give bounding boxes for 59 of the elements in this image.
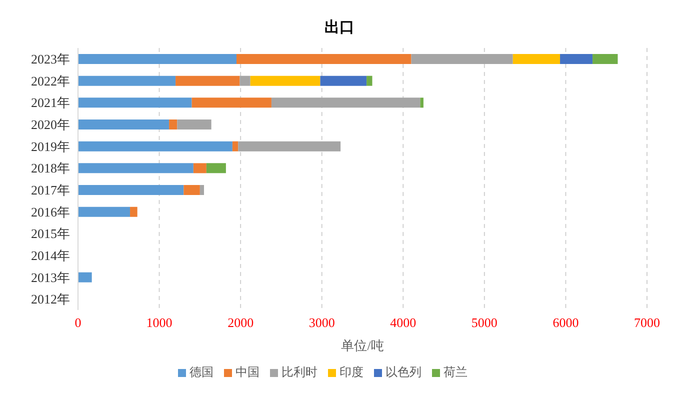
y-tick-label: 2019年 <box>31 138 70 154</box>
bar <box>78 141 232 152</box>
y-tick-label: 2014年 <box>31 248 70 264</box>
bar <box>560 54 593 64</box>
legend-label: 中国 <box>236 365 260 379</box>
y-tick-label: 2020年 <box>31 117 70 132</box>
y-tick-label: 2016年 <box>31 204 70 220</box>
bar <box>236 54 412 64</box>
x-tick-label: 3000 <box>308 315 335 330</box>
x-tick-label: 0 <box>74 315 82 330</box>
y-tick-label: 2012年 <box>31 292 70 307</box>
chart-title: 出口 <box>324 17 356 38</box>
bar <box>232 141 238 152</box>
x-tick-label: 6000 <box>552 315 579 330</box>
x-axis-title: 单位/吨 <box>341 338 384 353</box>
bar <box>169 120 178 130</box>
legend-label: 以色列 <box>386 365 422 379</box>
bar <box>184 185 200 195</box>
bar <box>240 76 250 86</box>
x-tick-label: 1000 <box>146 315 172 330</box>
bar <box>78 98 192 108</box>
y-tick-label: 2015年 <box>31 226 70 242</box>
bar <box>78 76 176 86</box>
bar <box>78 185 184 195</box>
y-tick-label: 2017年 <box>31 182 70 198</box>
bar <box>78 163 194 174</box>
bar <box>130 206 138 217</box>
bar <box>200 185 204 195</box>
legend-label: 印度 <box>340 365 364 379</box>
x-tick-label: 5000 <box>471 315 498 330</box>
bar <box>411 54 513 64</box>
y-tick-label: 2013年 <box>31 270 70 285</box>
bar <box>78 120 170 130</box>
bar <box>177 120 212 130</box>
bar <box>206 163 226 174</box>
legend-label: 德国 <box>190 365 214 379</box>
y-tick-label: 2023年 <box>31 52 70 67</box>
x-tick-label: 2000 <box>228 315 254 330</box>
legend-label: 比利时 <box>282 365 318 379</box>
bar <box>592 54 618 64</box>
y-tick-label: 2018年 <box>31 160 70 176</box>
x-tick-label: 7000 <box>634 315 660 330</box>
bar <box>78 54 237 64</box>
bar <box>238 141 341 152</box>
y-tick-label: 2022年 <box>31 73 70 88</box>
legend-label: 荷兰 <box>444 365 468 379</box>
bar <box>250 76 320 86</box>
y-tick-label: 2021年 <box>31 95 70 110</box>
bar <box>192 98 272 108</box>
bar <box>320 76 367 86</box>
bar <box>193 163 206 174</box>
bar <box>78 206 130 217</box>
bar <box>78 272 92 282</box>
bar <box>512 54 560 64</box>
bar <box>420 98 424 108</box>
bar <box>366 76 372 86</box>
x-tick-label: 4000 <box>390 315 416 330</box>
bar <box>271 98 420 108</box>
bar <box>176 76 240 86</box>
